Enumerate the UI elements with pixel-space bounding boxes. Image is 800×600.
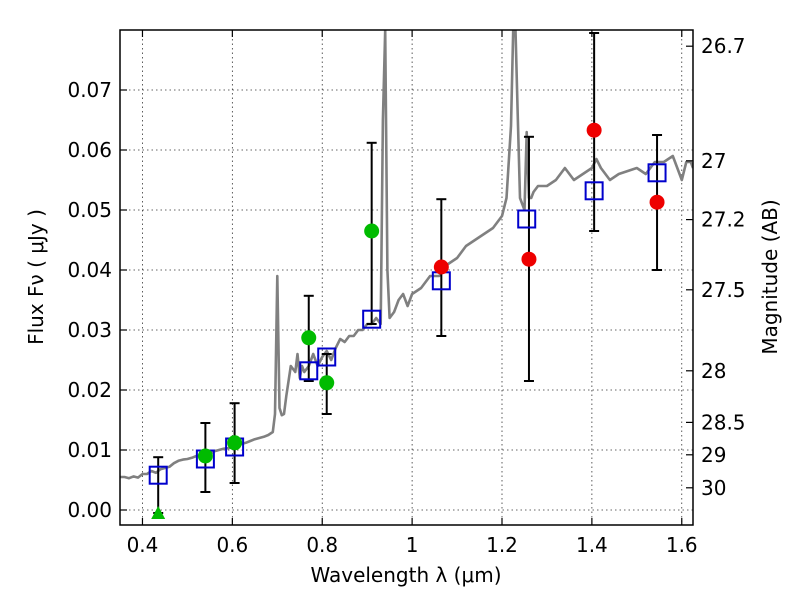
x-tick-label: 0.8 (306, 533, 338, 557)
y2-tick-label: 27.2 (701, 208, 746, 232)
y2-tick-label: 27 (701, 149, 726, 173)
x-tick-label: 0.4 (127, 533, 159, 557)
y-tick-label: 0.01 (67, 438, 112, 462)
observed-point (197, 448, 213, 464)
markers (148, 122, 667, 519)
y2-tick-label: 28 (701, 359, 726, 383)
y-tick-label: 0.05 (67, 198, 112, 222)
x-tick-label: 0.6 (216, 533, 248, 557)
observed-point (227, 435, 243, 451)
y2-tick-label: 27.5 (701, 278, 746, 302)
y2-axis-label: Magnitude (AB) (758, 199, 782, 354)
y-tick-label: 0.00 (67, 498, 112, 522)
x-tick-label: 1.6 (666, 533, 698, 557)
y2-tick-label: 28.5 (701, 410, 746, 434)
y-tick-label: 0.02 (67, 378, 112, 402)
model-square-point (647, 163, 667, 183)
model-square-point (517, 209, 537, 229)
model-square-point (584, 181, 604, 201)
y-axis-label: Flux Fν ( μJy ) (24, 209, 48, 345)
y2-tick-label: 26.7 (701, 34, 746, 58)
x-tick-label: 1.2 (486, 533, 518, 557)
observed-point (301, 330, 317, 346)
y2-tick-label: 29 (701, 443, 726, 467)
spectrum-line (120, 30, 693, 480)
observed-point (433, 259, 449, 275)
y-tick-label: 0.03 (67, 318, 112, 342)
x-axis-label: Wavelength λ (μm) (310, 563, 501, 587)
y-tick-label: 0.04 (67, 258, 112, 282)
spectrum (120, 30, 693, 480)
model-square-point (317, 347, 337, 367)
plot-frame (119, 29, 694, 526)
x-tick-label: 1.4 (576, 533, 608, 557)
observed-point (319, 375, 335, 391)
upper-limit-triangle (151, 506, 166, 519)
axes: 0.4 0.6 0.8 1 1.2 1.4 1.6 0.00 0.01 0.02 0.03 0.04 0… (67, 29, 746, 557)
observed-point (586, 122, 602, 138)
observed-point (521, 251, 537, 267)
y2-tick-label: 30 (701, 476, 726, 500)
y-tick-label: 0.06 (67, 138, 112, 162)
model-square-point (299, 361, 319, 381)
model-square-point (148, 465, 168, 485)
y-tick-label: 0.07 (67, 78, 112, 102)
observed-point (649, 194, 665, 210)
observed-point (364, 223, 380, 239)
x-tick-label: 1 (406, 533, 419, 557)
model-square-point (362, 309, 382, 329)
